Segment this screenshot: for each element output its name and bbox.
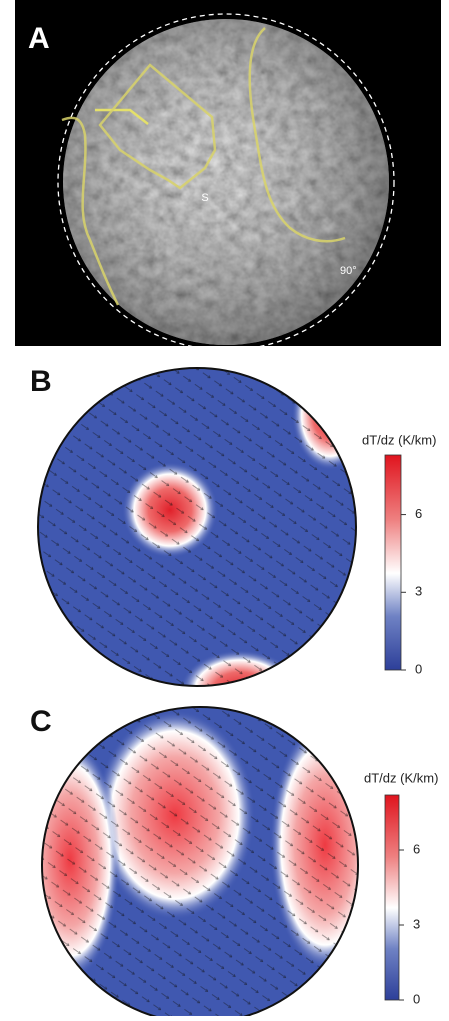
annotation-90: 90° xyxy=(340,265,357,277)
panel-b: B dT/dz (K/km) xyxy=(30,360,436,730)
panel-label: C xyxy=(30,705,52,738)
colorbar-tick-label: 0 xyxy=(413,991,420,1006)
panel-label: B xyxy=(30,365,52,398)
panel-c: C dT/dz (K/km) xyxy=(20,700,438,1016)
colorbar-tick-label: 3 xyxy=(413,916,420,931)
figure: S 90° A B dT/dz (K/km) C dT/dz (K/km) 0 3… xyxy=(0,0,449,1016)
colorbar-title: dT/dz (K/km) xyxy=(362,432,436,447)
colorbar-tick-label: 0 xyxy=(415,661,422,676)
temperature-map xyxy=(20,700,380,1016)
annotation-s: S xyxy=(201,192,208,204)
temperature-map xyxy=(30,360,370,730)
colorbar-tick-label: 6 xyxy=(415,506,422,521)
colorbar xyxy=(385,455,401,670)
colorbar xyxy=(385,795,399,1000)
colorbar-tick-label: 6 xyxy=(413,841,420,856)
colorbar-tick-label: 3 xyxy=(415,584,422,599)
colorbar-title: dT/dz (K/km) xyxy=(364,770,438,785)
panel-label: A xyxy=(28,22,50,55)
panel-a: S 90° A xyxy=(15,0,441,350)
